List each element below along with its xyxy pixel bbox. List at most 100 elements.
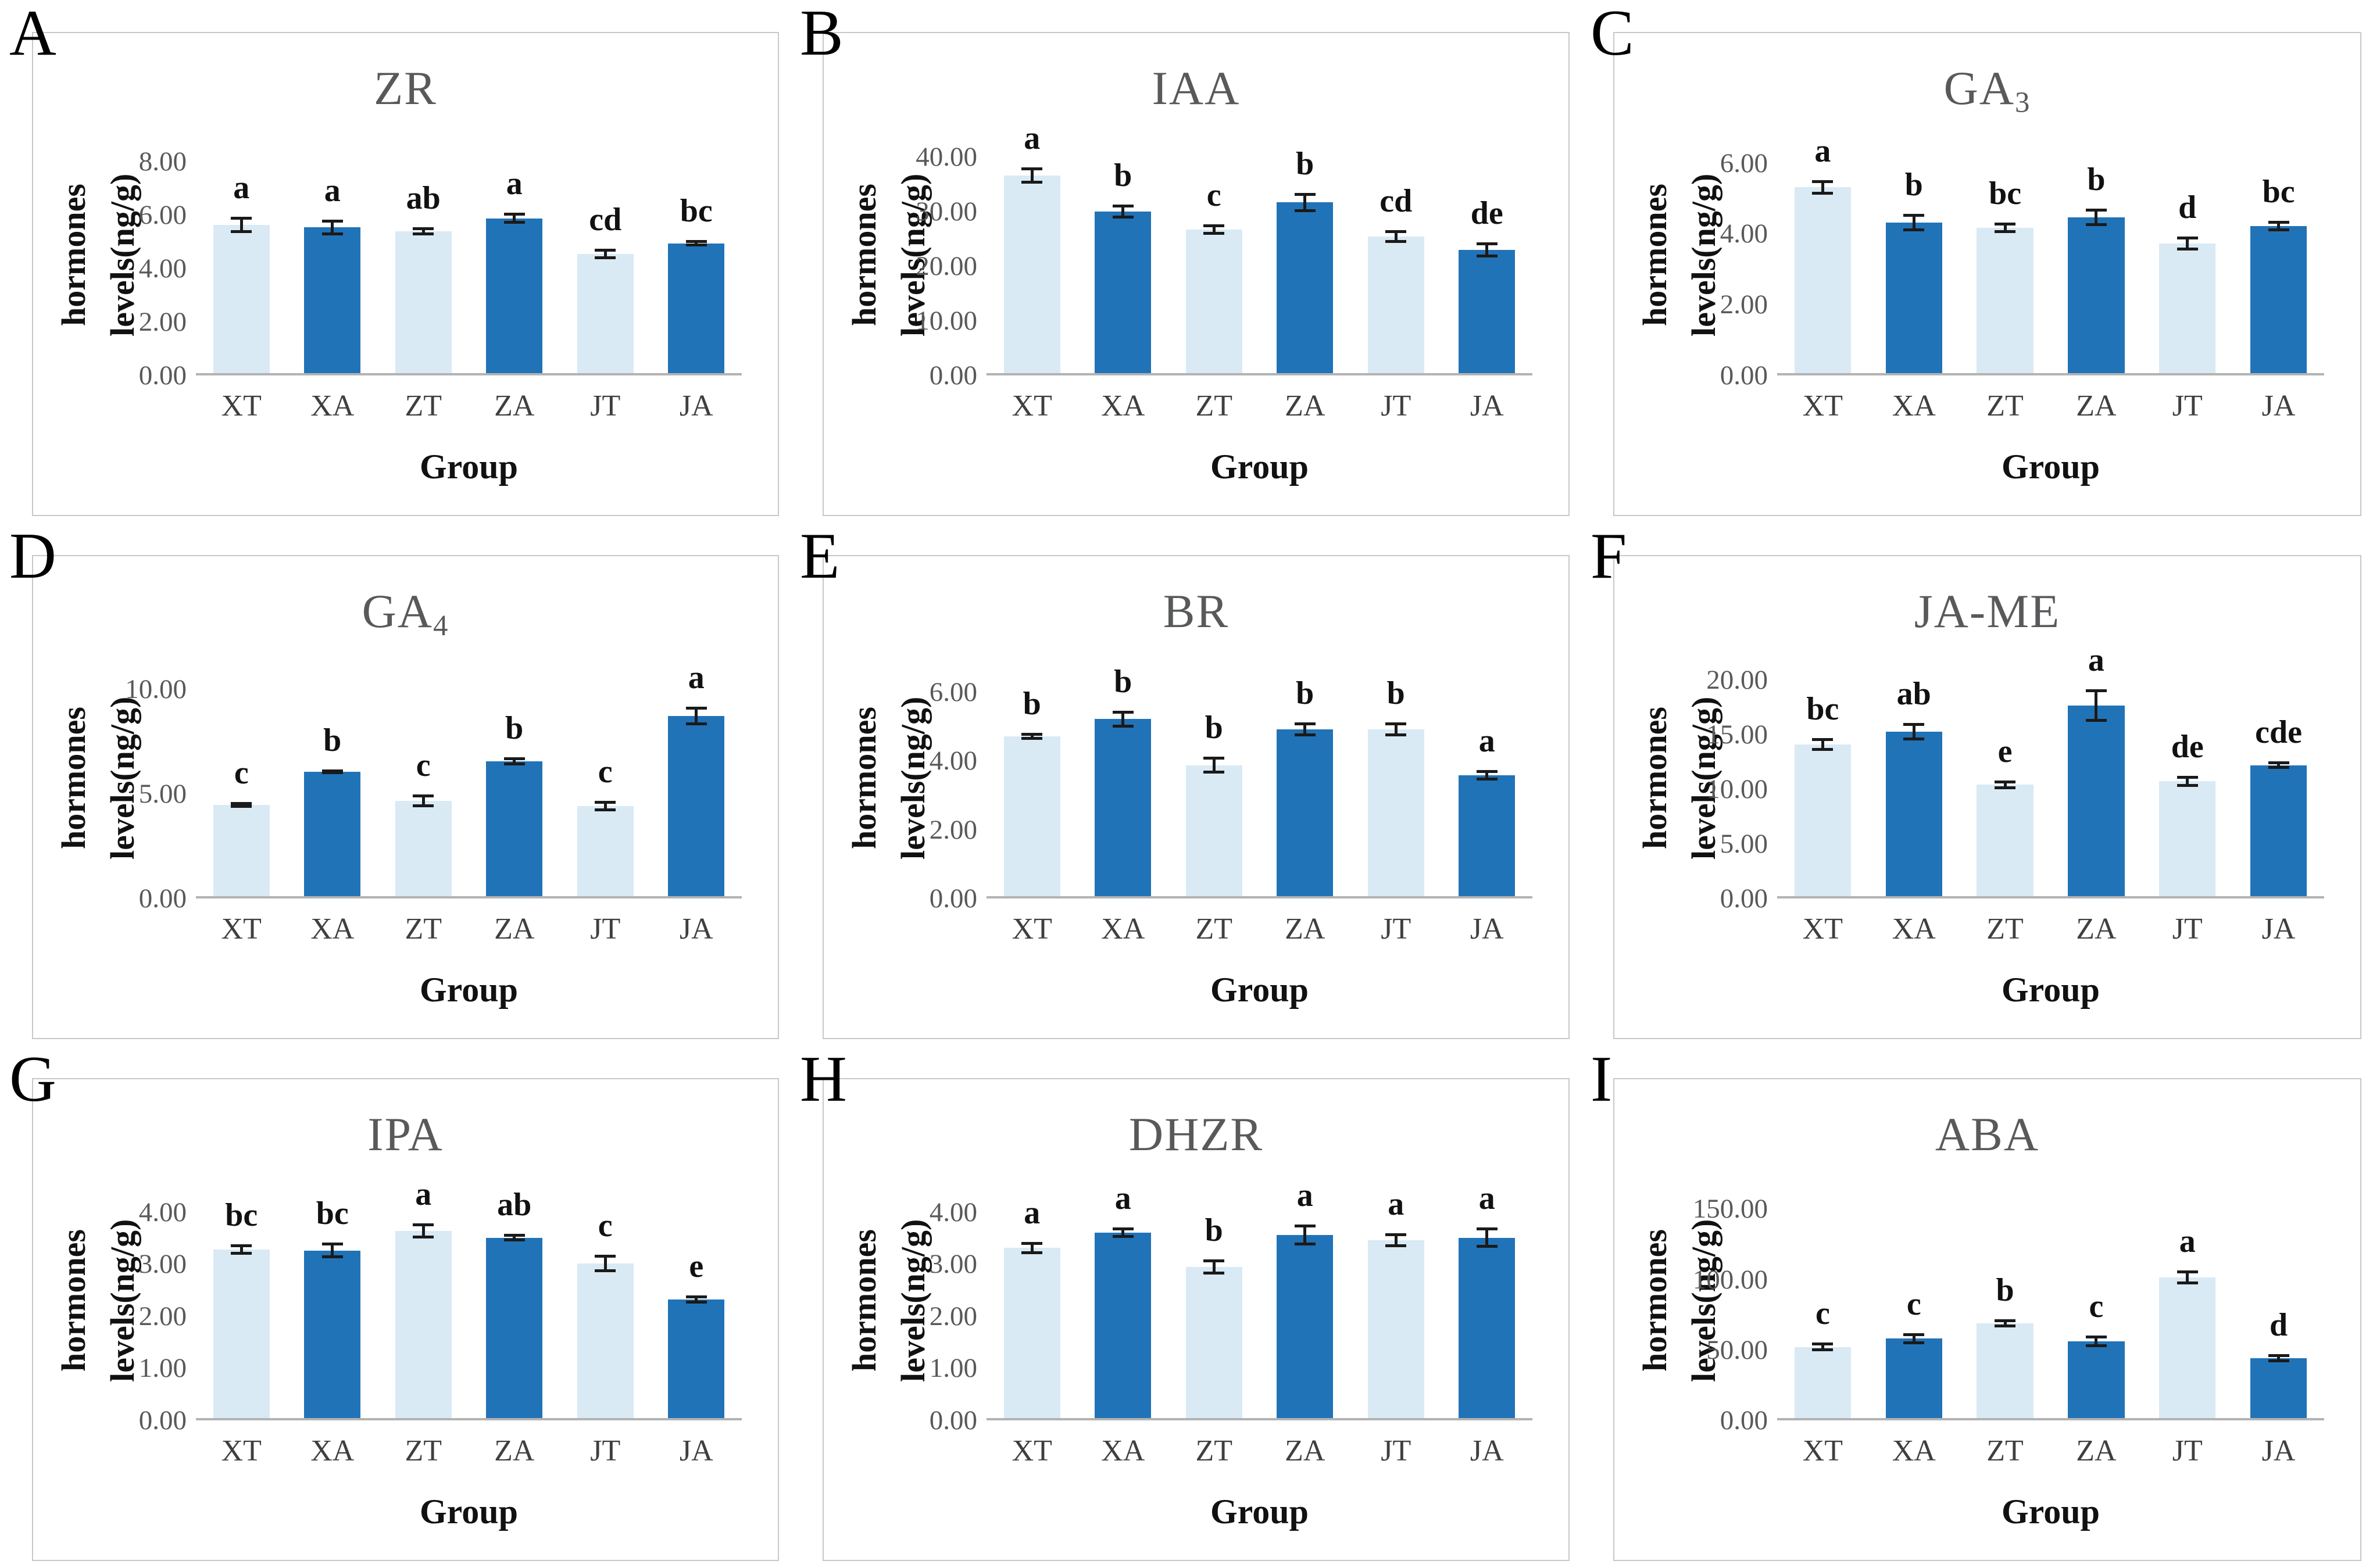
y-tick-label: 5.00	[138, 779, 187, 809]
plot-area: a b c b cd de	[987, 122, 1532, 375]
bar-JA	[2250, 225, 2307, 373]
significance-letter-ZT: bc	[1989, 175, 2022, 212]
x-axis-labels: XT XA ZT ZA JT JA	[1777, 386, 2324, 427]
y-tick-label: 10.00	[125, 674, 187, 704]
panel-letter: B	[800, 0, 844, 69]
x-tick-label-ZA: ZA	[1285, 389, 1325, 423]
significance-letter-JA: a	[1478, 1180, 1495, 1216]
error-bar-JT	[2177, 1270, 2198, 1284]
significance-letter-JT: c	[598, 754, 613, 790]
error-bar-JA	[1476, 770, 1498, 781]
y-axis-ticks: 0.00 5.00 10.00	[98, 658, 196, 912]
y-tick-label: 10.00	[916, 305, 977, 336]
panel-I: I ABA hormones levels(ng/g) 0.00 50.00 100…	[1581, 1043, 2373, 1568]
bar-JA	[2250, 765, 2307, 896]
panel-letter: D	[9, 520, 56, 592]
bar-ZA	[486, 218, 543, 373]
significance-letter-XA: b	[323, 722, 342, 758]
significance-letter-ZT: b	[1996, 1272, 2014, 1308]
y-tick-label: 5.00	[1720, 828, 1768, 859]
significance-letter-XA: a	[1114, 1180, 1131, 1216]
bar-XA	[304, 772, 361, 896]
significance-letter-JA: d	[2269, 1306, 2288, 1343]
x-tick-label-XT: XT	[1802, 1434, 1843, 1467]
significance-letter-XA: bc	[316, 1195, 349, 1232]
bar-XT	[1003, 1248, 1060, 1418]
error-bar-XT	[1021, 732, 1043, 740]
error-bar-ZA	[503, 1234, 525, 1241]
chart-title-text: ZR	[374, 62, 437, 114]
y-tick-label: 2.00	[929, 1301, 977, 1331]
bar-ZA	[1277, 729, 1334, 896]
x-tick-label-XT: XT	[1802, 389, 1843, 423]
error-bar-ZT	[1995, 222, 2016, 233]
panel-letter: E	[800, 520, 840, 592]
y-tick-label: 6.00	[1720, 148, 1768, 178]
error-bar-ZT	[1203, 224, 1225, 235]
y-axis-label: hormones levels(ng/g)	[55, 1219, 141, 1383]
error-bar-ZA	[2085, 1336, 2107, 1347]
bar-ZT	[395, 801, 452, 896]
chart-title-text: BR	[1163, 585, 1230, 638]
error-bar-ZT	[1203, 756, 1225, 774]
panel-letter: C	[1591, 0, 1634, 69]
error-bar-ZA	[1294, 1225, 1316, 1245]
chart-title: GA4	[33, 584, 778, 642]
y-tick-label: 0.00	[138, 360, 187, 391]
y-tick-label: 20.00	[1706, 664, 1768, 695]
y-axis-ticks: 0.00 2.00 4.00 6.00	[1679, 135, 1777, 389]
error-bar-XA	[1112, 1227, 1134, 1238]
error-bar-XT	[1812, 1343, 1834, 1351]
x-tick-label-ZT: ZT	[405, 1434, 442, 1467]
x-axis-labels: XT XA ZT ZA JT JA	[196, 1431, 742, 1472]
significance-letter-XT: a	[1814, 133, 1831, 170]
chart-card: GA4 hormones levels(ng/g) 0.00 5.00 10.00 …	[32, 555, 779, 1039]
y-axis-ticks: 0.00 2.00 4.00 6.00 8.00	[98, 135, 196, 389]
significance-letter-ZT: e	[1997, 733, 2013, 769]
chart-card: DHZR hormones levels(ng/g) 0.00 1.00 2.00 3…	[823, 1078, 1570, 1561]
chart-title: DHZR	[824, 1107, 1568, 1165]
significance-letter-XA: b	[1114, 157, 1132, 194]
bar-JA	[1459, 1237, 1516, 1418]
plot-area: bc bc a ab c e	[196, 1178, 742, 1420]
error-bar-ZT	[1203, 1259, 1225, 1275]
y-tick-label: 1.00	[138, 1353, 187, 1384]
significance-letter-JT: d	[2178, 189, 2197, 225]
error-bar-JA	[685, 706, 707, 725]
bar-XA	[1095, 719, 1152, 896]
error-bar-XT	[1812, 180, 1834, 195]
error-bar-XT	[1021, 1241, 1043, 1254]
x-tick-label-ZA: ZA	[2076, 389, 2117, 423]
chart-card: IPA hormones levels(ng/g) 0.00 1.00 2.00 3.…	[32, 1078, 779, 1561]
x-tick-label-JT: JT	[2172, 912, 2203, 946]
significance-letter-XT: a	[1024, 1194, 1041, 1231]
bar-JT	[1367, 237, 1424, 373]
bar-XT	[1794, 744, 1852, 896]
x-tick-label-JA: JA	[1470, 389, 1504, 423]
chart-body: hormones levels(ng/g) 0.00 5.00 10.00 c b c b…	[49, 658, 742, 912]
y-axis-label: hormones levels(ng/g)	[845, 696, 932, 860]
x-tick-label-JA: JA	[2261, 1434, 2296, 1467]
error-bar-ZT	[413, 794, 434, 807]
x-tick-label-XA: XA	[1101, 912, 1145, 946]
x-tick-label-XT: XT	[221, 912, 262, 946]
error-bar-JA	[685, 1295, 707, 1304]
chart-title-text: GA	[1943, 62, 2015, 114]
panel-D: D GA4 hormones levels(ng/g) 0.00 5.00 10.0…	[0, 520, 791, 1046]
error-bar-JT	[595, 248, 616, 260]
bar-XT	[1003, 736, 1060, 896]
bar-ZA	[1277, 1235, 1334, 1418]
x-tick-label-ZA: ZA	[494, 912, 535, 946]
x-axis-title: Group	[420, 1492, 518, 1531]
bar-XA	[304, 227, 361, 373]
x-tick-label-JT: JT	[590, 1434, 621, 1467]
chart-card: ABA hormones levels(ng/g) 0.00 50.00 100.0…	[1613, 1078, 2361, 1561]
x-tick-label-JT: JT	[590, 912, 621, 946]
y-tick-label: 0.00	[929, 360, 977, 391]
x-tick-label-ZT: ZT	[1195, 1434, 1233, 1467]
y-axis-label: hormones levels(ng/g)	[845, 173, 932, 337]
error-bar-JA	[2268, 1354, 2289, 1362]
significance-letter-JA: cde	[2255, 714, 2302, 750]
error-bar-XA	[1112, 205, 1134, 219]
y-tick-label: 0.00	[1720, 1405, 1768, 1435]
